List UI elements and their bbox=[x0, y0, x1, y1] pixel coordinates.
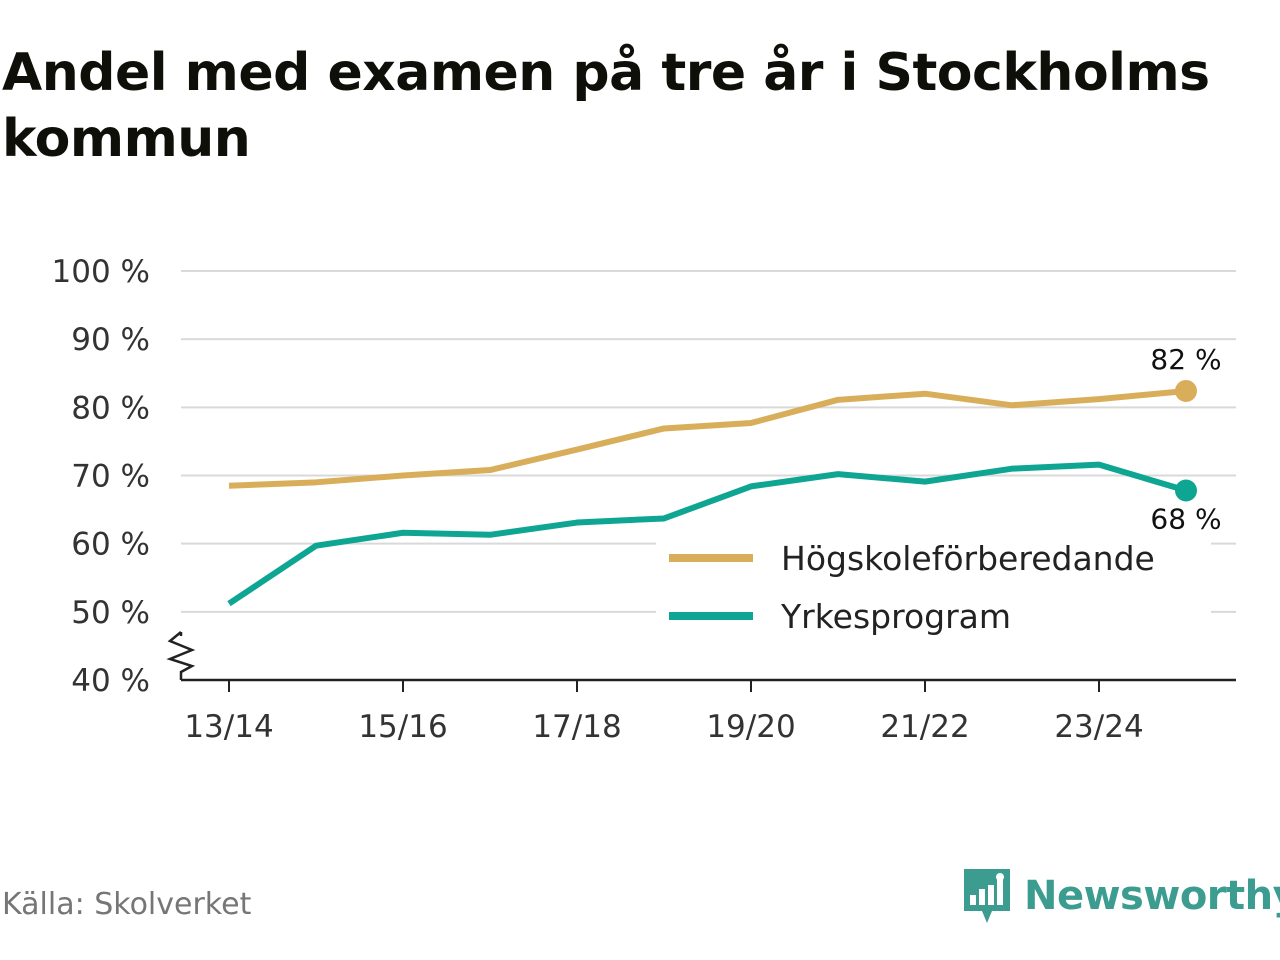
y-tick-label: 50 % bbox=[71, 595, 150, 631]
end-value-label: 68 % bbox=[1150, 502, 1221, 535]
x-tick-label: 19/20 bbox=[706, 709, 795, 745]
y-axis-break-icon bbox=[166, 631, 196, 680]
brand-logo: Newsworthy bbox=[962, 864, 1280, 928]
end-value-label: 82 % bbox=[1150, 343, 1221, 376]
series-end-point bbox=[1175, 479, 1197, 502]
x-tick-label: 23/24 bbox=[1054, 709, 1143, 745]
y-axis-ticks: 100 % 90 % 80 % 70 % 60 % 50 % 40 % bbox=[52, 254, 150, 699]
series: 82 % 68 % bbox=[227, 343, 1222, 607]
y-tick-label: 60 % bbox=[71, 527, 150, 563]
x-tick-label: 15/16 bbox=[358, 709, 447, 745]
newsworthy-bar-chart-speech-bubble-icon bbox=[964, 869, 1010, 923]
y-tick-label: 80 % bbox=[71, 390, 150, 426]
series-line bbox=[228, 387, 1187, 489]
x-axis-ticks: 13/14 15/16 17/18 19/20 21/22 23/24 bbox=[184, 680, 1144, 745]
source-note: Källa: Skolverket bbox=[2, 887, 252, 922]
legend: Högskoleförberedande Yrkesprogram bbox=[656, 539, 1211, 640]
legend-label: Högskoleförberedande bbox=[781, 539, 1155, 578]
x-tick-label: 17/18 bbox=[532, 709, 621, 745]
y-tick-label: 70 % bbox=[71, 459, 150, 495]
y-tick-label: 40 % bbox=[71, 663, 150, 699]
axes bbox=[166, 631, 1236, 682]
legend-label: Yrkesprogram bbox=[780, 597, 1011, 636]
series-line bbox=[227, 461, 1187, 607]
y-tick-label: 90 % bbox=[71, 322, 150, 358]
y-tick-label: 100 % bbox=[52, 254, 150, 290]
x-tick-label: 13/14 bbox=[184, 709, 273, 745]
chart-title: Andel med examen på tre år i Stockholms … bbox=[2, 43, 1210, 169]
series-end-point bbox=[1175, 379, 1197, 402]
brand-name: Newsworthy bbox=[1024, 873, 1280, 919]
x-tick-label: 21/22 bbox=[880, 709, 969, 745]
